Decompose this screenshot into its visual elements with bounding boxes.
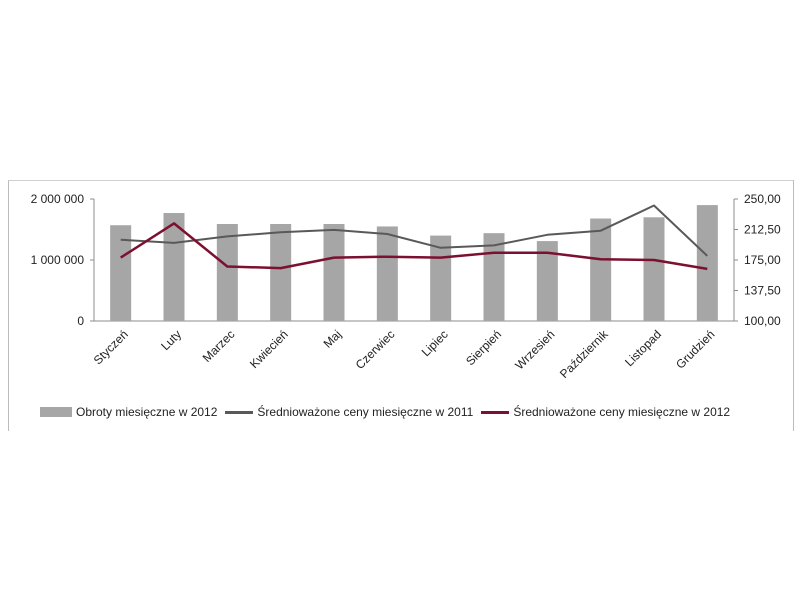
combo-chart: 0 1 000 000 2 000 000 100,00 137,50 175,00 21… [31,192,781,381]
series-line [120,222,708,271]
bar [696,205,718,321]
bar [643,217,665,321]
legend: Obroty miesięczne w 2012 Średnioważone c… [40,402,770,422]
bar [216,224,238,321]
category-label: Październik [557,327,611,381]
bar [536,241,558,321]
category-label: Lipiec [419,327,451,359]
left-axis-tick-label: 0 [77,314,84,328]
series-line [120,204,708,257]
bar [163,213,185,321]
category-label: Kwiecień [247,327,291,371]
legend-item-2011: Średnioważone ceny miesięczne w 2011 [225,405,473,419]
legend-item-bar: Obroty miesięczne w 2012 [40,405,217,419]
right-axis-tick-label: 100,00 [744,314,781,328]
right-axis-tick-label: 137,50 [744,284,781,298]
bar [376,226,398,321]
category-label: Luty [158,327,184,353]
bar-series [110,205,718,321]
legend-label-bar: Obroty miesięczne w 2012 [76,405,218,419]
right-axis: 100,00 137,50 175,00 212,50 250,00 [733,192,781,328]
category-label: Maj [321,327,345,351]
bar [590,218,612,321]
bar [323,224,345,321]
category-labels: Styczeń Luty Marzec Kwiecień Maj Czerwiec Lipi… [91,327,718,381]
legend-label-2011: Średnioważone ceny miesięczne w 2011 [257,405,474,419]
left-axis: 0 1 000 000 2 000 000 [31,192,734,328]
category-label: Listopad [622,327,664,369]
left-axis-tick-label: 1 000 000 [31,253,85,267]
chart-frame: 0 1 000 000 2 000 000 100,00 137,50 175,00 21… [8,180,794,431]
category-label: Grudzień [673,327,717,371]
legend-item-2012: Średnioważone ceny miesięczne w 2012 [481,405,730,419]
bar [483,233,505,321]
legend-swatch-2012 [481,410,510,414]
category-label: Czerwiec [353,327,398,372]
legend-swatch-bar [40,407,72,417]
category-label: Wrzesień [512,327,557,372]
line-series [120,204,708,271]
bar [270,224,292,321]
legend-swatch-2011 [225,410,254,414]
legend-label-2012: Średnioważone ceny miesięczne w 2012 [513,405,731,419]
right-axis-tick-label: 212,50 [744,223,781,237]
right-axis-tick-label: 175,00 [744,253,781,267]
category-label: Styczeń [91,327,131,367]
category-label: Sierpień [463,327,504,368]
right-axis-tick-label: 250,00 [744,192,781,206]
category-label: Marzec [200,327,238,365]
bar [110,225,132,321]
left-axis-tick-label: 2 000 000 [31,192,85,206]
